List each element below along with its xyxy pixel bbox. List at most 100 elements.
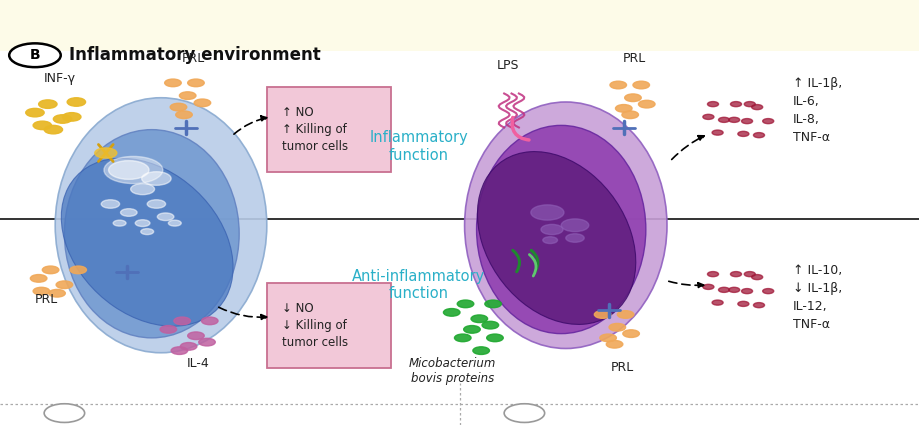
- Circle shape: [30, 275, 47, 282]
- FancyBboxPatch shape: [267, 283, 391, 368]
- Text: Inflammatory
function: Inflammatory function: [369, 130, 468, 163]
- Circle shape: [160, 326, 176, 333]
- Circle shape: [743, 272, 754, 277]
- Text: PRL: PRL: [609, 361, 633, 374]
- Circle shape: [615, 105, 631, 112]
- Circle shape: [70, 266, 86, 274]
- Circle shape: [108, 161, 149, 179]
- Circle shape: [174, 317, 190, 325]
- FancyBboxPatch shape: [267, 87, 391, 172]
- Circle shape: [39, 100, 57, 108]
- Circle shape: [741, 119, 752, 124]
- Circle shape: [471, 315, 487, 323]
- Circle shape: [718, 117, 729, 122]
- Circle shape: [762, 119, 773, 124]
- Circle shape: [26, 108, 44, 117]
- Text: B: B: [29, 48, 40, 62]
- Circle shape: [101, 200, 119, 208]
- Text: IL-4: IL-4: [187, 357, 209, 370]
- Circle shape: [737, 301, 748, 306]
- Ellipse shape: [55, 98, 267, 353]
- Ellipse shape: [62, 158, 233, 326]
- Circle shape: [737, 131, 748, 136]
- Circle shape: [702, 114, 713, 119]
- Circle shape: [463, 326, 480, 333]
- Circle shape: [130, 184, 154, 195]
- Circle shape: [165, 79, 181, 87]
- Circle shape: [504, 404, 544, 422]
- Circle shape: [753, 303, 764, 308]
- Circle shape: [113, 220, 126, 226]
- Text: Micobacterium
bovis proteins: Micobacterium bovis proteins: [409, 357, 495, 385]
- Text: PRL: PRL: [35, 293, 58, 306]
- Circle shape: [443, 309, 460, 316]
- Ellipse shape: [464, 102, 666, 348]
- Circle shape: [9, 43, 61, 67]
- Circle shape: [62, 113, 81, 121]
- Circle shape: [49, 289, 65, 297]
- Circle shape: [33, 287, 50, 295]
- Circle shape: [728, 117, 739, 122]
- Text: PRL: PRL: [181, 52, 205, 65]
- Circle shape: [194, 99, 210, 107]
- Circle shape: [762, 289, 773, 294]
- Circle shape: [95, 148, 117, 158]
- Circle shape: [187, 332, 204, 340]
- Circle shape: [707, 102, 718, 107]
- Circle shape: [67, 98, 85, 106]
- Circle shape: [120, 209, 137, 216]
- Circle shape: [187, 79, 204, 87]
- Circle shape: [472, 347, 489, 354]
- Circle shape: [135, 220, 150, 227]
- Ellipse shape: [477, 152, 635, 324]
- FancyBboxPatch shape: [0, 0, 919, 51]
- Text: ↑ NO
↑ Killing of
tumor cells: ↑ NO ↑ Killing of tumor cells: [282, 106, 348, 153]
- Circle shape: [168, 220, 181, 226]
- Circle shape: [141, 229, 153, 235]
- Circle shape: [147, 200, 165, 208]
- Text: Anti-inflammatory
function: Anti-inflammatory function: [352, 269, 484, 301]
- Circle shape: [176, 111, 192, 119]
- Circle shape: [53, 115, 72, 123]
- Circle shape: [157, 213, 174, 221]
- Circle shape: [711, 130, 722, 135]
- Circle shape: [753, 133, 764, 138]
- Circle shape: [606, 340, 622, 348]
- Text: INF-γ: INF-γ: [44, 72, 76, 85]
- Circle shape: [44, 404, 85, 422]
- Ellipse shape: [476, 125, 645, 334]
- Circle shape: [44, 125, 62, 134]
- Circle shape: [621, 111, 638, 119]
- Circle shape: [594, 311, 610, 318]
- Circle shape: [711, 300, 722, 305]
- Circle shape: [565, 234, 584, 242]
- Circle shape: [33, 121, 51, 130]
- Circle shape: [741, 289, 752, 294]
- Circle shape: [170, 103, 187, 111]
- Circle shape: [486, 334, 503, 342]
- Circle shape: [743, 102, 754, 107]
- Circle shape: [104, 156, 163, 184]
- Circle shape: [751, 105, 762, 110]
- Circle shape: [42, 266, 59, 274]
- Text: Inflammatory environment: Inflammatory environment: [69, 46, 321, 64]
- Circle shape: [638, 100, 654, 108]
- Circle shape: [199, 338, 215, 346]
- Circle shape: [718, 287, 729, 292]
- Circle shape: [624, 94, 641, 102]
- Circle shape: [608, 323, 625, 331]
- Circle shape: [142, 172, 171, 185]
- Circle shape: [484, 300, 501, 308]
- Text: ↑ IL-10,
↓ IL-1β,
IL-12,
TNF-α: ↑ IL-10, ↓ IL-1β, IL-12, TNF-α: [792, 264, 842, 331]
- Circle shape: [609, 81, 626, 89]
- Circle shape: [751, 275, 762, 280]
- Circle shape: [622, 330, 639, 337]
- Circle shape: [599, 334, 616, 342]
- Circle shape: [454, 334, 471, 342]
- Circle shape: [201, 317, 218, 325]
- Circle shape: [482, 321, 498, 329]
- Circle shape: [730, 102, 741, 107]
- Circle shape: [728, 287, 739, 292]
- Circle shape: [561, 219, 588, 232]
- Circle shape: [702, 284, 713, 289]
